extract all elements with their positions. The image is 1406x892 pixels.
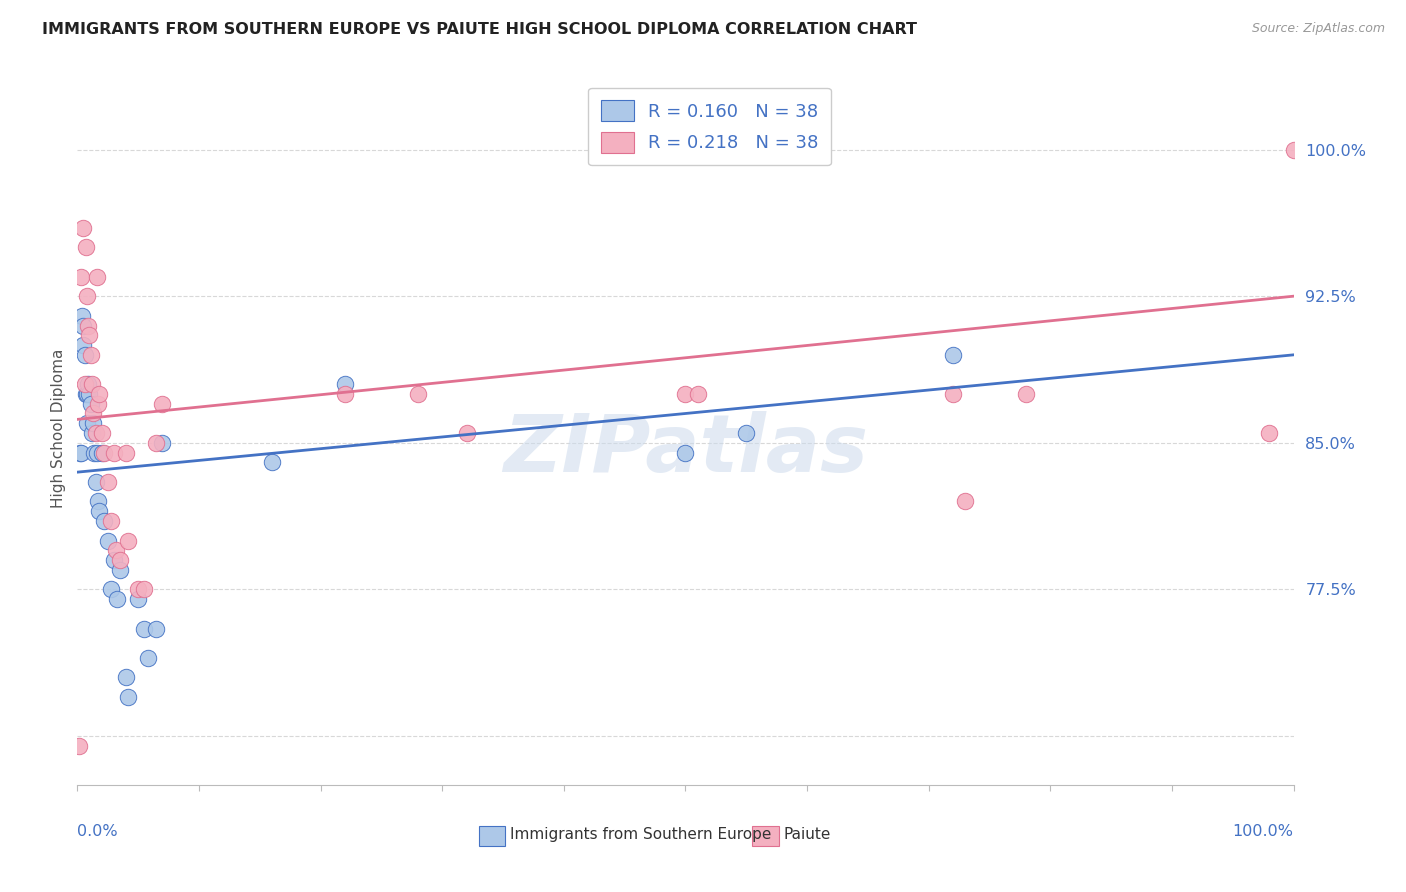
Point — [90, 445, 112, 459]
Point — [136, 651, 159, 665]
Point — [127, 582, 149, 597]
Legend: R = 0.160   N = 38, R = 0.218   N = 38: R = 0.160 N = 38, R = 0.218 N = 38 — [589, 87, 831, 165]
Point — [686, 387, 709, 401]
Point — [72, 318, 94, 333]
Point — [675, 387, 697, 401]
Point — [117, 690, 139, 704]
Point — [87, 494, 110, 508]
Point — [73, 348, 96, 362]
Point — [76, 289, 98, 303]
Point — [67, 739, 90, 753]
Point — [90, 425, 112, 440]
Point — [86, 445, 108, 459]
Point — [333, 377, 356, 392]
Point — [103, 553, 125, 567]
Point — [70, 445, 93, 459]
Point — [1258, 425, 1281, 440]
Point — [735, 425, 758, 440]
Point — [84, 475, 107, 489]
Point — [79, 387, 101, 401]
Point — [76, 417, 98, 431]
Point — [93, 514, 115, 528]
Point — [145, 622, 167, 636]
Point — [89, 504, 111, 518]
Point — [93, 445, 115, 459]
Point — [675, 445, 697, 459]
Point — [108, 553, 131, 567]
Point — [333, 387, 356, 401]
Point — [80, 348, 103, 362]
FancyBboxPatch shape — [478, 826, 505, 846]
Text: 0.0%: 0.0% — [77, 824, 118, 838]
Point — [134, 582, 156, 597]
Point — [77, 377, 100, 392]
Point — [152, 397, 174, 411]
Point — [953, 494, 976, 508]
Y-axis label: High School Diploma: High School Diploma — [51, 349, 66, 508]
Point — [1282, 143, 1305, 157]
Point — [260, 455, 283, 469]
Point — [134, 622, 156, 636]
Text: Source: ZipAtlas.com: Source: ZipAtlas.com — [1251, 22, 1385, 36]
Point — [75, 387, 97, 401]
Text: Paiute: Paiute — [785, 828, 831, 842]
Point — [82, 417, 104, 431]
Point — [70, 309, 93, 323]
Text: ZIPatlas: ZIPatlas — [503, 410, 868, 489]
Text: Immigrants from Southern Europe: Immigrants from Southern Europe — [510, 828, 772, 842]
Point — [70, 269, 93, 284]
Point — [127, 592, 149, 607]
Point — [76, 387, 98, 401]
Point — [942, 348, 965, 362]
Point — [117, 533, 139, 548]
Point — [100, 514, 122, 528]
Point — [1015, 387, 1038, 401]
Point — [84, 425, 107, 440]
Point — [406, 387, 429, 401]
Point — [103, 445, 125, 459]
Point — [80, 377, 103, 392]
Text: IMMIGRANTS FROM SOUTHERN EUROPE VS PAIUTE HIGH SCHOOL DIPLOMA CORRELATION CHART: IMMIGRANTS FROM SOUTHERN EUROPE VS PAIUT… — [42, 22, 917, 37]
Point — [145, 435, 167, 450]
Point — [107, 592, 129, 607]
Point — [456, 425, 478, 440]
FancyBboxPatch shape — [752, 826, 779, 846]
Text: 100.0%: 100.0% — [1233, 824, 1294, 838]
Point — [89, 387, 111, 401]
Point — [115, 670, 138, 684]
Point — [80, 397, 103, 411]
Point — [73, 377, 96, 392]
Point — [83, 445, 105, 459]
Point — [72, 338, 94, 352]
Point — [108, 563, 131, 577]
Point — [80, 425, 103, 440]
Point — [72, 220, 94, 235]
Point — [97, 475, 120, 489]
Point — [87, 397, 110, 411]
Point — [69, 445, 91, 459]
Point — [75, 240, 97, 254]
Point — [97, 533, 120, 548]
Point — [77, 318, 100, 333]
Point — [100, 582, 122, 597]
Point — [82, 407, 104, 421]
Point — [942, 387, 965, 401]
Point — [86, 269, 108, 284]
Point — [79, 328, 101, 343]
Point — [115, 445, 138, 459]
Point — [105, 543, 128, 558]
Point — [152, 435, 174, 450]
